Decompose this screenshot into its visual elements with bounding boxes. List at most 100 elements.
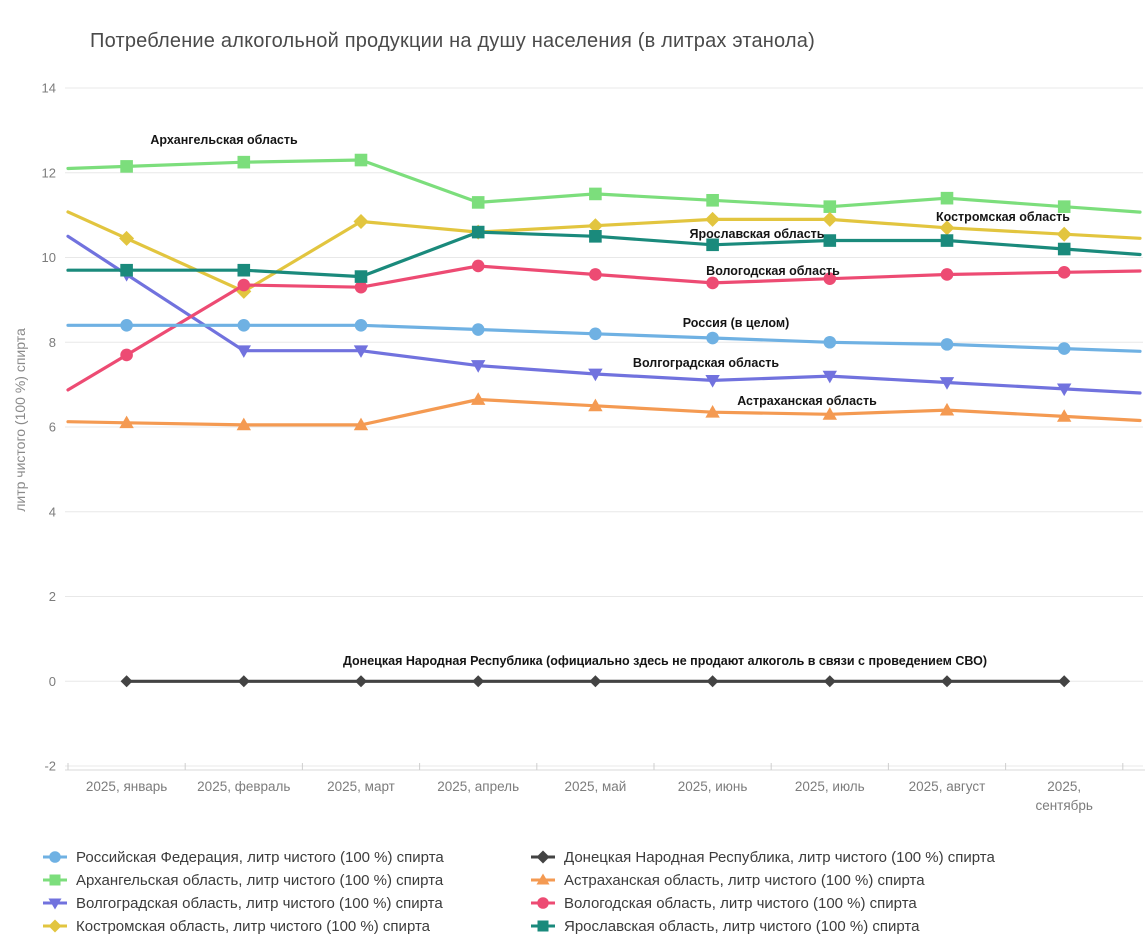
legend-item[interactable]: Российская Федерация, литр чистого (100 …: [42, 846, 530, 868]
data-point-marker[interactable]: [119, 230, 135, 246]
x-axis-label: 2025, май: [564, 779, 626, 794]
y-axis-label: 12: [42, 165, 56, 180]
data-point-marker[interactable]: [120, 675, 133, 688]
data-point-marker[interactable]: [120, 160, 133, 173]
data-point-marker[interactable]: [471, 392, 486, 405]
series-line[interactable]: [66, 234, 1142, 395]
legend-item-label: Костромская область, литр чистого (100 %…: [76, 917, 430, 935]
series-line[interactable]: [66, 397, 1142, 427]
data-point-marker[interactable]: [119, 415, 134, 429]
data-point-marker[interactable]: [471, 259, 485, 273]
data-point-marker[interactable]: [940, 338, 954, 351]
data-point-marker[interactable]: [705, 374, 720, 388]
data-point-marker[interactable]: [823, 335, 837, 349]
data-point-marker[interactable]: [355, 675, 367, 688]
data-point-marker[interactable]: [1057, 266, 1071, 279]
data-point-marker[interactable]: [353, 213, 369, 229]
data-point-marker[interactable]: [1057, 242, 1071, 256]
data-point-marker[interactable]: [1058, 675, 1071, 688]
y-axis-label: 10: [42, 250, 56, 265]
data-point-marker[interactable]: [823, 675, 836, 688]
series-line[interactable]: [66, 158, 1142, 214]
x-axis-label: 2025, июль: [795, 779, 865, 794]
data-point-marker[interactable]: [706, 238, 719, 252]
plot-svg: 14 12 10 8 6 4 2 0 -2 2025, январь 2025, февраль 20…: [42, 81, 1145, 813]
data-point-marker[interactable]: [939, 220, 955, 236]
data-point-marker[interactable]: [1057, 342, 1071, 355]
legend-item[interactable]: Вологодская область, литр чистого (100 %…: [530, 892, 1112, 914]
data-point-marker[interactable]: [588, 398, 603, 412]
legend-item[interactable]: Донецкая Народная Республика, литр чисто…: [530, 846, 1112, 868]
data-point-marker[interactable]: [940, 268, 954, 281]
data-point-marker[interactable]: [1056, 226, 1072, 242]
series-annotation: Донецкая Народная Республика (официально…: [342, 654, 988, 668]
data-point-marker[interactable]: [353, 417, 369, 431]
data-point-marker[interactable]: [237, 675, 250, 688]
data-point-marker[interactable]: [705, 404, 720, 418]
data-point-marker[interactable]: [706, 193, 719, 207]
legend-marker-icon: [43, 874, 67, 886]
data-point-marker[interactable]: [706, 276, 719, 290]
data-point-marker[interactable]: [822, 370, 837, 384]
data-point-marker[interactable]: [939, 402, 955, 416]
data-point-marker[interactable]: [705, 211, 721, 227]
series-line[interactable]: [66, 323, 1142, 353]
data-point-marker[interactable]: [237, 278, 251, 292]
data-point-marker[interactable]: [1057, 409, 1072, 422]
data-point-marker[interactable]: [823, 234, 837, 247]
legend-item[interactable]: Костромская область, литр чистого (100 %…: [42, 915, 530, 937]
series-line[interactable]: [66, 230, 1142, 279]
data-point-marker[interactable]: [471, 196, 485, 209]
data-point-marker[interactable]: [589, 268, 602, 281]
data-point-marker[interactable]: [589, 675, 602, 688]
x-axis-label: сентябрь: [1035, 798, 1092, 813]
legend-marker-icon: [531, 920, 555, 932]
legend-item[interactable]: Астраханская область, литр чистого (100 …: [530, 869, 1112, 891]
data-point-marker[interactable]: [589, 327, 602, 341]
data-point-marker[interactable]: [706, 331, 719, 345]
data-point-marker[interactable]: [236, 345, 251, 358]
y-axis-label: 0: [49, 674, 56, 689]
data-point-marker[interactable]: [354, 280, 368, 294]
data-point-marker[interactable]: [940, 191, 954, 205]
legend: Российская Федерация, литр чистого (100 …: [42, 846, 1112, 937]
data-point-marker[interactable]: [237, 319, 251, 332]
data-point-marker[interactable]: [472, 675, 485, 688]
data-point-marker[interactable]: [120, 348, 133, 362]
legend-item[interactable]: Архангельская область, литр чистого (100…: [42, 869, 530, 891]
data-point-marker[interactable]: [589, 187, 602, 201]
data-point-marker[interactable]: [354, 270, 368, 283]
data-point-marker[interactable]: [823, 272, 837, 285]
chart-title: Потребление алкогольной продукции на душ…: [90, 30, 815, 52]
data-point-marker[interactable]: [822, 407, 837, 420]
data-point-marker[interactable]: [120, 263, 133, 277]
data-point-marker[interactable]: [588, 368, 603, 382]
data-point-marker[interactable]: [237, 155, 251, 169]
data-point-marker[interactable]: [471, 360, 486, 373]
data-point-marker[interactable]: [1057, 200, 1071, 213]
data-point-marker[interactable]: [354, 153, 368, 167]
legend-item[interactable]: Ярославская область, литр чистого (100 %…: [530, 915, 1112, 937]
data-point-marker[interactable]: [823, 200, 837, 213]
x-axis-label: 2025, март: [327, 779, 395, 794]
data-point-marker[interactable]: [353, 345, 369, 358]
series-annotation: Костромская область: [936, 210, 1070, 224]
data-point-marker[interactable]: [237, 263, 251, 277]
legend-marker-icon: [531, 897, 555, 909]
data-point-marker[interactable]: [941, 675, 953, 688]
data-point-marker[interactable]: [471, 323, 485, 336]
data-point-marker[interactable]: [822, 211, 838, 227]
legend-item-label: Вологодская область, литр чистого (100 %…: [564, 894, 917, 912]
data-point-marker[interactable]: [471, 225, 485, 239]
x-axis-label: 2025,: [1047, 779, 1081, 794]
data-point-marker[interactable]: [236, 417, 251, 431]
data-point-marker[interactable]: [354, 319, 368, 332]
data-point-marker[interactable]: [587, 218, 603, 234]
data-point-marker[interactable]: [706, 675, 719, 688]
data-point-marker[interactable]: [120, 319, 133, 332]
legend-item[interactable]: Волгоградская область, литр чистого (100…: [42, 892, 530, 914]
data-point-marker[interactable]: [939, 377, 955, 390]
data-point-marker[interactable]: [1057, 383, 1072, 397]
data-point-marker[interactable]: [940, 234, 954, 247]
data-point-marker[interactable]: [589, 230, 602, 243]
